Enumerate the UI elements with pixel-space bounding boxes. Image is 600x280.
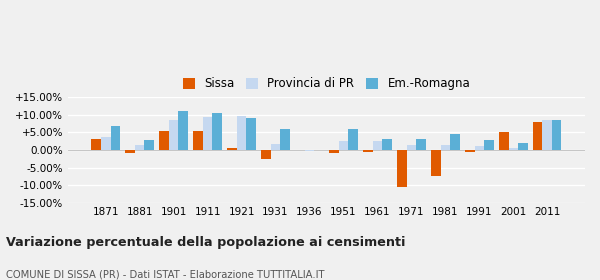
Text: Variazione percentuale della popolazione ai censimenti: Variazione percentuale della popolazione… [6, 236, 406, 249]
Bar [125, 150, 135, 153]
Bar [397, 150, 407, 187]
Bar [450, 134, 460, 150]
Bar [271, 144, 280, 150]
Bar [431, 150, 440, 176]
Bar [261, 150, 271, 159]
Bar [305, 150, 314, 151]
Bar [247, 118, 256, 150]
Bar [518, 143, 527, 150]
Bar [363, 150, 373, 152]
Bar [373, 141, 382, 150]
Bar [542, 120, 552, 150]
Bar [499, 132, 509, 150]
Bar [160, 131, 169, 150]
Bar [145, 140, 154, 150]
Bar [169, 120, 178, 150]
Bar [407, 145, 416, 150]
Bar [135, 145, 145, 150]
Bar [348, 129, 358, 150]
Bar [237, 116, 247, 150]
Bar [552, 120, 562, 150]
Bar [509, 148, 518, 150]
Bar [110, 126, 120, 150]
Bar [212, 113, 222, 150]
Bar [416, 139, 425, 150]
Bar [203, 117, 212, 150]
Bar [227, 148, 237, 150]
Text: COMUNE DI SISSA (PR) - Dati ISTAT - Elaborazione TUTTITALIA.IT: COMUNE DI SISSA (PR) - Dati ISTAT - Elab… [6, 269, 325, 279]
Bar [465, 150, 475, 152]
Bar [440, 145, 450, 150]
Bar [533, 122, 542, 150]
Bar [329, 150, 339, 153]
Bar [193, 131, 203, 150]
Bar [101, 137, 110, 150]
Legend: Sissa, Provincia di PR, Em.-Romagna: Sissa, Provincia di PR, Em.-Romagna [179, 74, 474, 94]
Bar [280, 129, 290, 150]
Bar [339, 141, 348, 150]
Bar [475, 146, 484, 150]
Bar [91, 139, 101, 150]
Bar [382, 139, 392, 150]
Bar [178, 111, 188, 150]
Bar [484, 140, 494, 150]
